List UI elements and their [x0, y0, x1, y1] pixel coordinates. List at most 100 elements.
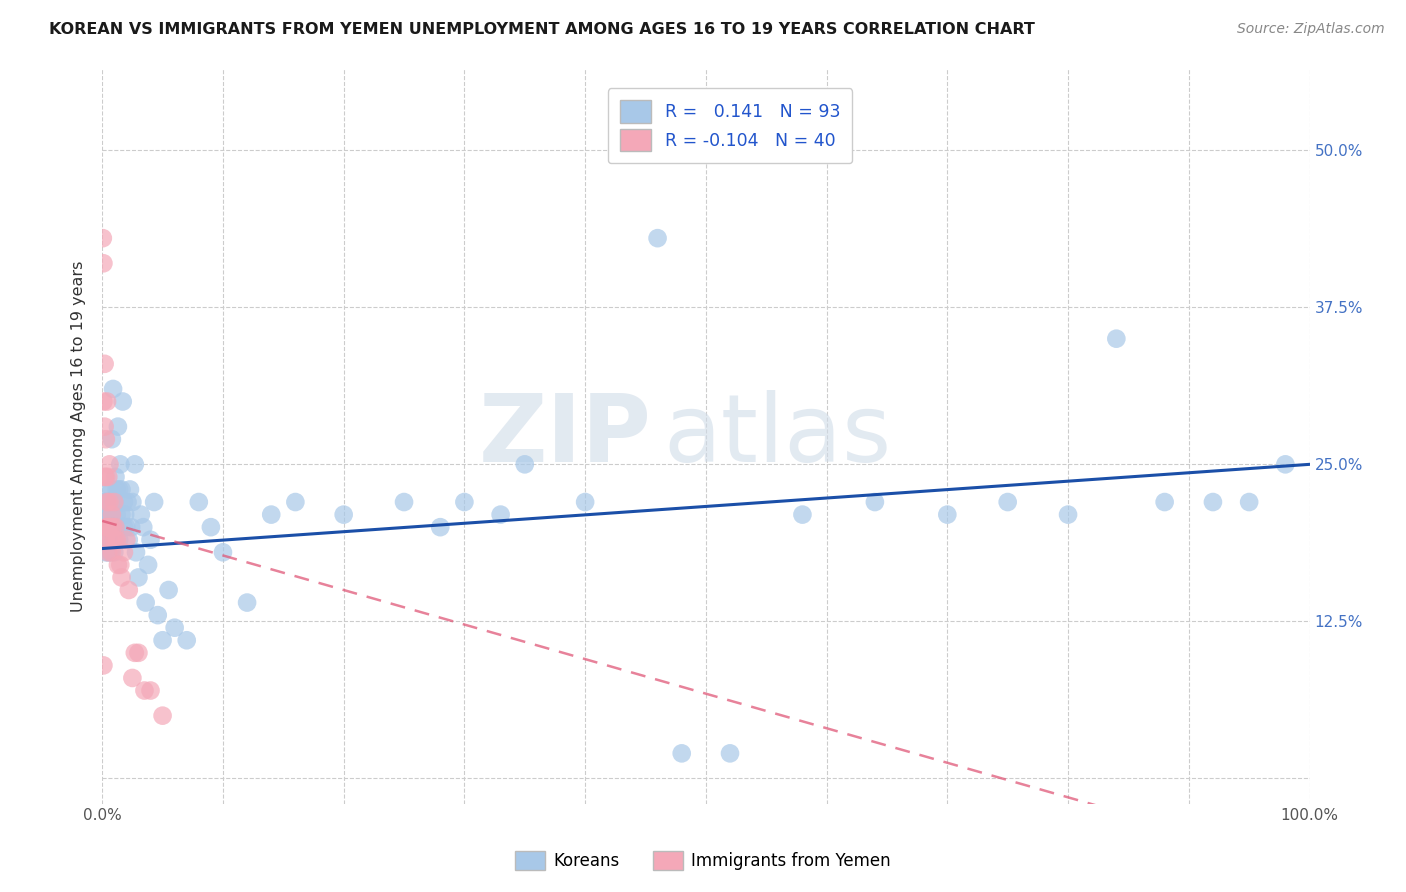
Point	[101, 533, 124, 547]
Point	[100, 520, 122, 534]
Point	[1153, 495, 1175, 509]
Point	[129, 508, 152, 522]
Point	[132, 520, 155, 534]
Point	[176, 633, 198, 648]
Point	[574, 495, 596, 509]
Point	[115, 520, 138, 534]
Point	[118, 582, 141, 597]
Point	[93, 470, 115, 484]
Text: atlas: atlas	[664, 390, 891, 482]
Point	[1274, 458, 1296, 472]
Point	[93, 495, 115, 509]
Point	[100, 545, 122, 559]
Point	[936, 508, 959, 522]
Point	[117, 495, 139, 509]
Point	[1202, 495, 1225, 509]
Point	[1057, 508, 1080, 522]
Point	[98, 458, 121, 472]
Point	[143, 495, 166, 509]
Point	[103, 520, 125, 534]
Point	[97, 545, 120, 559]
Point	[112, 545, 135, 559]
Point	[127, 646, 149, 660]
Point	[98, 508, 121, 522]
Point	[114, 508, 136, 522]
Point	[94, 508, 117, 522]
Point	[134, 683, 156, 698]
Point	[152, 708, 174, 723]
Point	[103, 533, 125, 547]
Point	[101, 520, 124, 534]
Point	[118, 533, 141, 547]
Point	[107, 558, 129, 572]
Point	[139, 683, 162, 698]
Point	[93, 357, 115, 371]
Point	[121, 671, 143, 685]
Point	[97, 508, 120, 522]
Point	[93, 394, 115, 409]
Point	[135, 596, 157, 610]
Point	[101, 432, 124, 446]
Point	[110, 558, 132, 572]
Point	[104, 520, 127, 534]
Point	[392, 495, 415, 509]
Point	[96, 520, 118, 534]
Point	[513, 458, 536, 472]
Point	[997, 495, 1019, 509]
Point	[93, 419, 115, 434]
Point	[110, 458, 132, 472]
Point	[111, 394, 134, 409]
Point	[163, 621, 186, 635]
Point	[139, 533, 162, 547]
Point	[97, 495, 120, 509]
Point	[97, 520, 120, 534]
Point	[105, 533, 128, 547]
Point	[94, 495, 117, 509]
Point	[108, 533, 131, 547]
Point	[120, 520, 142, 534]
Point	[93, 508, 115, 522]
Point	[101, 483, 124, 497]
Point	[110, 483, 132, 497]
Point	[284, 495, 307, 509]
Point	[212, 545, 235, 559]
Point	[103, 495, 125, 509]
Point	[718, 747, 741, 761]
Point	[98, 495, 121, 509]
Point	[103, 545, 125, 559]
Point	[100, 508, 122, 522]
Point	[93, 256, 115, 270]
Point	[93, 508, 115, 522]
Point	[97, 545, 120, 559]
Point	[91, 231, 114, 245]
Point	[236, 596, 259, 610]
Point	[671, 747, 693, 761]
Point	[429, 520, 451, 534]
Point	[647, 231, 669, 245]
Point	[1105, 332, 1128, 346]
Point	[863, 495, 886, 509]
Point	[96, 533, 118, 547]
Point	[110, 570, 132, 584]
Point	[112, 495, 135, 509]
Point	[100, 533, 122, 547]
Point	[104, 470, 127, 484]
Text: Source: ZipAtlas.com: Source: ZipAtlas.com	[1237, 22, 1385, 37]
Point	[98, 520, 121, 534]
Point	[124, 646, 146, 660]
Point	[112, 520, 135, 534]
Point	[146, 608, 169, 623]
Point	[96, 394, 118, 409]
Point	[136, 558, 159, 572]
Point	[105, 483, 128, 497]
Y-axis label: Unemployment Among Ages 16 to 19 years: Unemployment Among Ages 16 to 19 years	[72, 260, 86, 612]
Point	[200, 520, 222, 534]
Point	[94, 545, 117, 559]
Point	[489, 508, 512, 522]
Point	[100, 520, 122, 534]
Point	[103, 495, 125, 509]
Point	[93, 495, 115, 509]
Point	[94, 520, 117, 534]
Point	[96, 483, 118, 497]
Point	[792, 508, 814, 522]
